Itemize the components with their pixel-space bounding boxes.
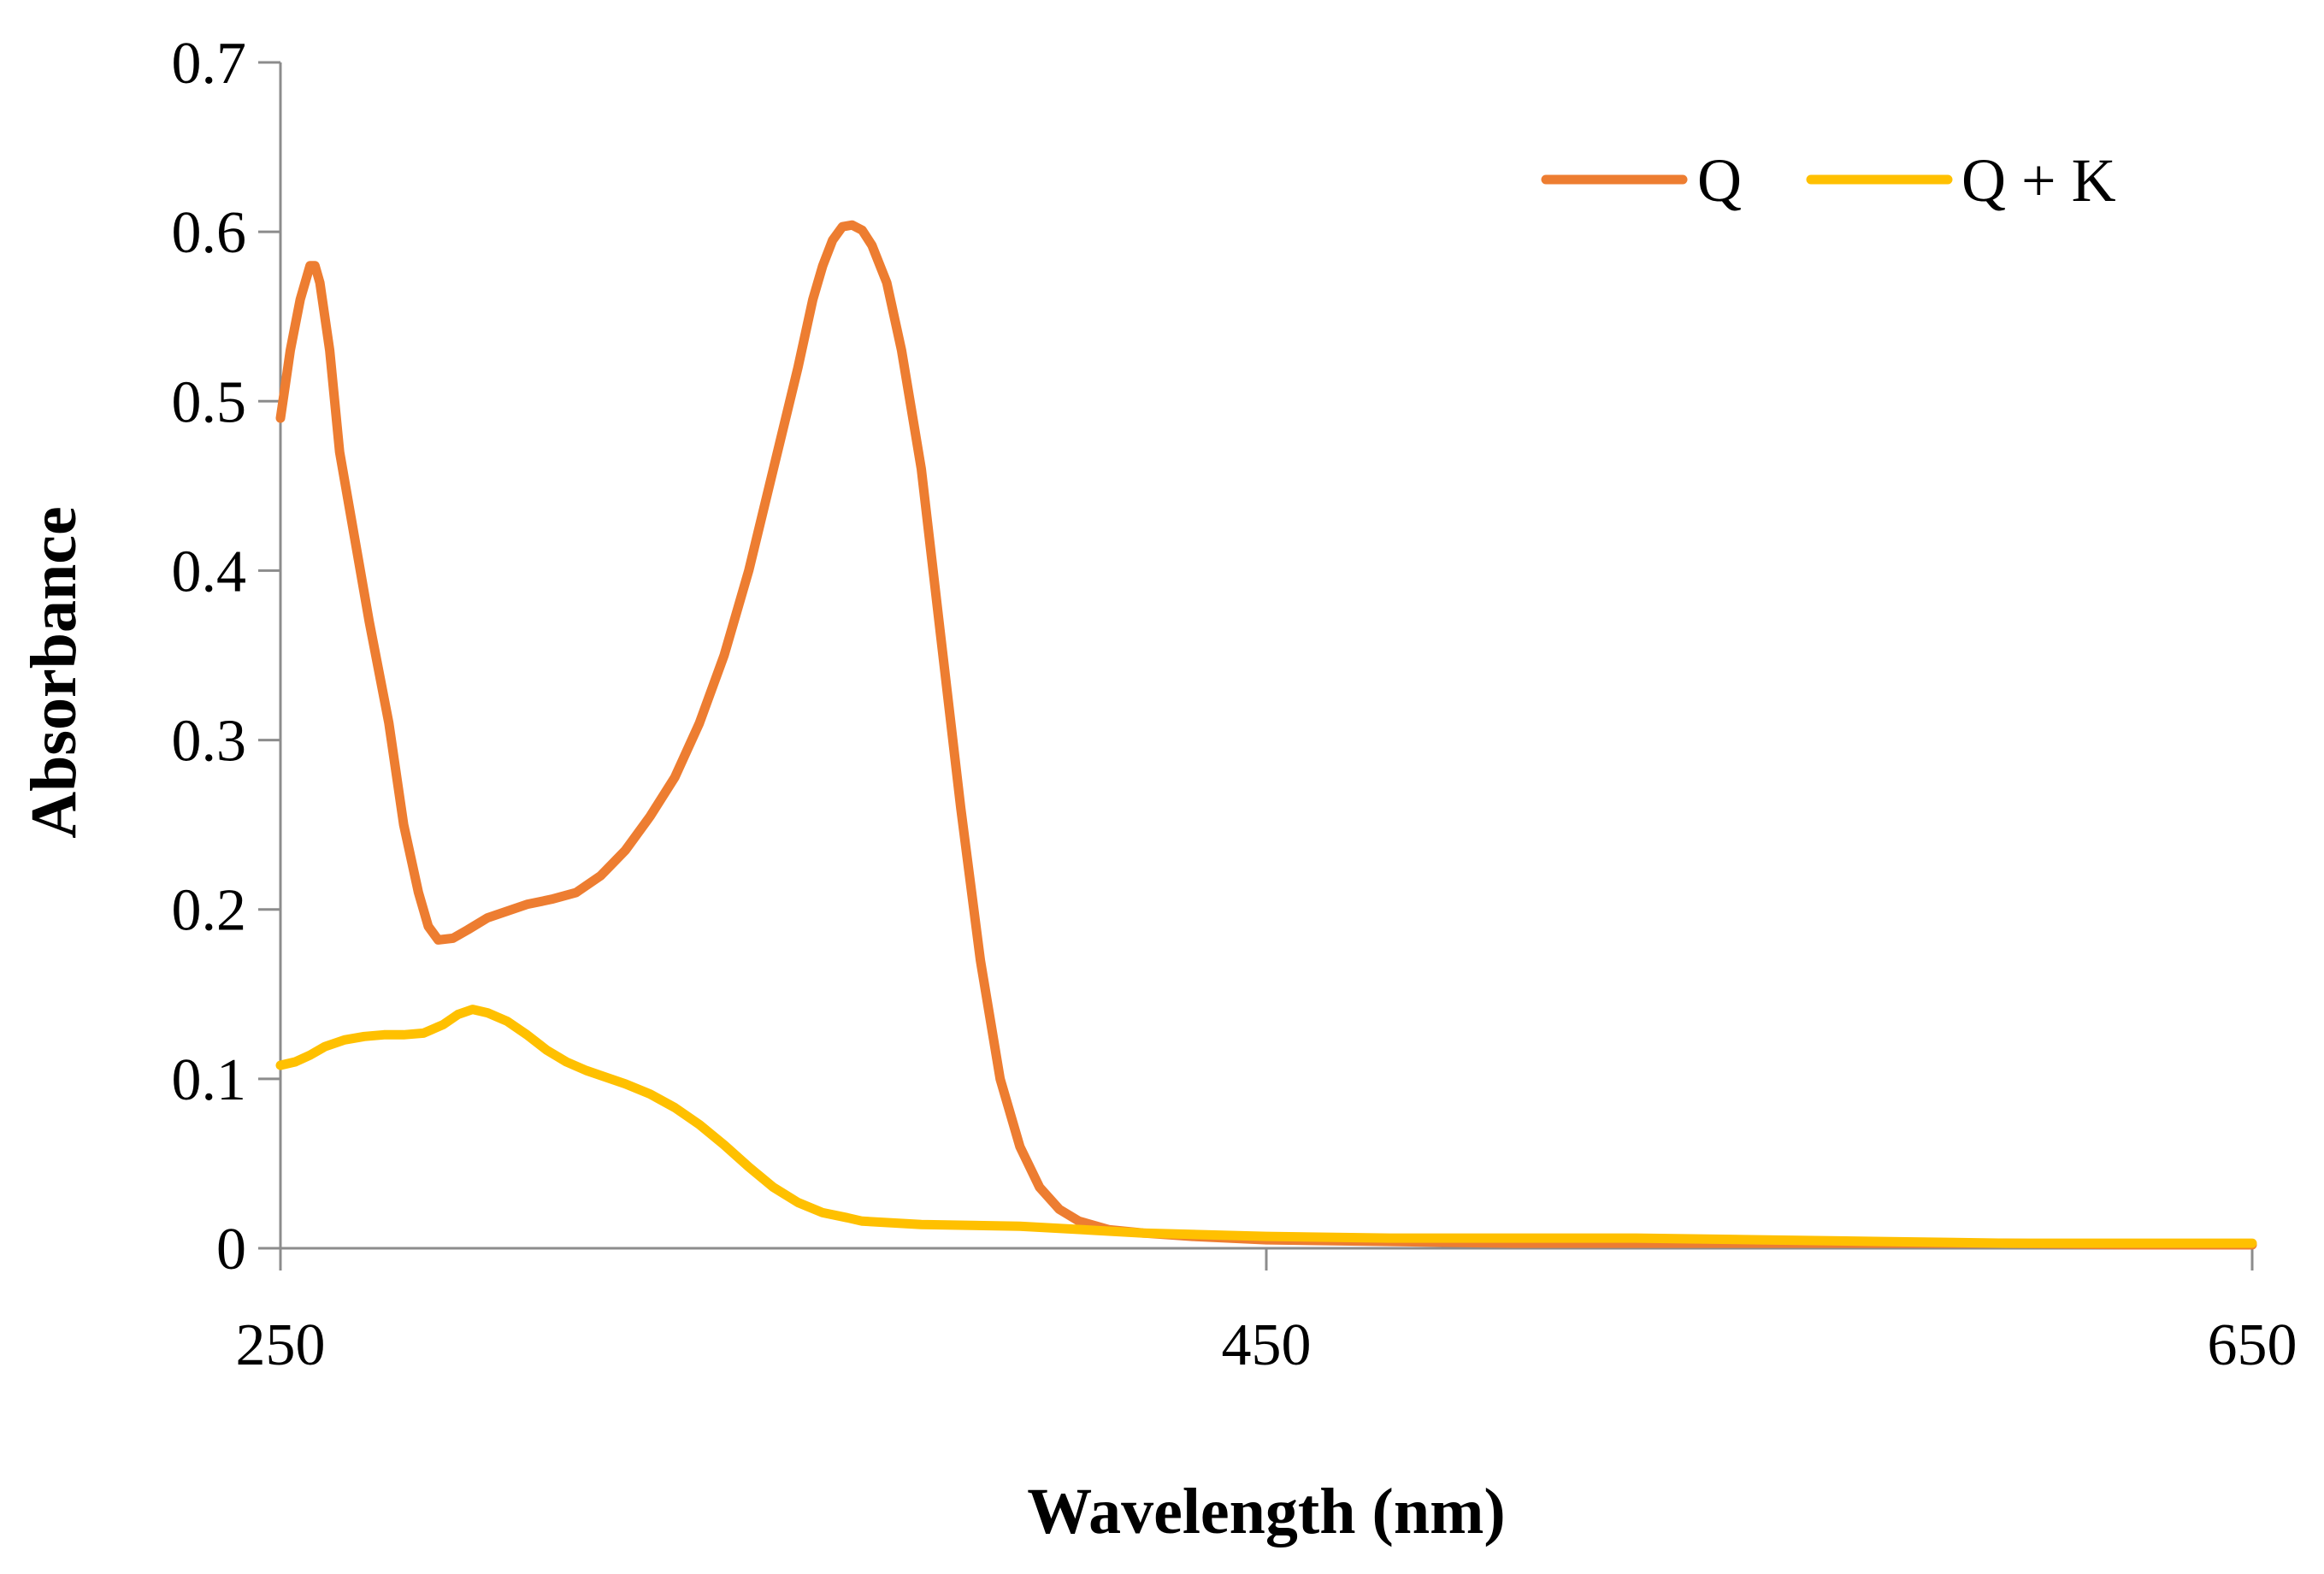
series-line-q-k	[275, 1005, 2257, 1248]
series-layer	[275, 220, 2257, 1250]
x-axis-ticks: 250 450 650	[236, 1248, 2297, 1378]
legend-item: Q	[1541, 146, 1742, 215]
legend-label: Q	[1697, 146, 1742, 215]
legend: Q Q + K	[1541, 146, 2116, 215]
y-tick-label: 0.2	[172, 878, 247, 944]
y-tick-label: 0.7	[172, 31, 247, 97]
x-tick-label: 250	[236, 1312, 326, 1378]
x-tick-label: 650	[2208, 1312, 2297, 1378]
y-tick-label: 0.6	[172, 200, 247, 266]
y-tick-label: 0.5	[172, 369, 247, 435]
y-axis-title: Absorbance	[18, 506, 90, 838]
y-tick-label: 0	[216, 1217, 246, 1282]
x-axis-title: Wavelength (nm)	[1027, 1476, 1505, 1547]
legend-item: Q + K	[1806, 146, 2116, 215]
y-tick-label: 0.4	[172, 539, 247, 604]
y-axis-ticks: 0 0.1 0.2 0.3 0.4 0.5 0.6 0.7	[172, 31, 280, 1282]
y-tick-label: 0.3	[172, 709, 247, 775]
axes: 0 0.1 0.2 0.3 0.4 0.5 0.6 0.7 250 450 650	[172, 31, 2297, 1378]
legend-label: Q + K	[1961, 146, 2116, 215]
x-tick-label: 450	[1222, 1312, 1312, 1378]
series-line-q	[275, 220, 2257, 1250]
y-tick-label: 0.1	[172, 1047, 247, 1113]
